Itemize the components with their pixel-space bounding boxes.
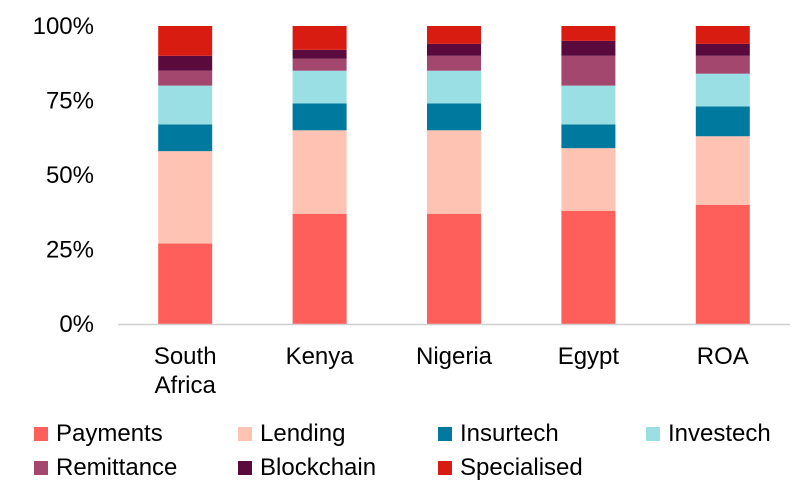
bar-segment-lending	[427, 130, 481, 214]
bar-segment-blockchain	[695, 43, 750, 56]
bar-segment-remittance	[292, 58, 347, 71]
legend-swatch	[438, 427, 452, 441]
bar-segment-lending	[158, 151, 213, 244]
x-axis-ticks: South Africa Kenya Nigeria Egypt ROA	[154, 343, 749, 399]
legend-label: Investech	[668, 420, 771, 447]
bar-segment-blockchain	[427, 43, 481, 56]
bar-segment-remittance	[158, 70, 213, 86]
legend-swatch	[238, 427, 252, 441]
legend-item-remittance: Remittance	[34, 454, 177, 482]
bar-segment-payments	[158, 243, 213, 324]
bar-segment-remittance	[561, 55, 616, 86]
legend-item-lending: Lending	[238, 420, 345, 448]
bar-segment-payments	[561, 210, 616, 324]
legend-label: Blockchain	[260, 454, 377, 481]
bar-stack-roa	[695, 26, 750, 324]
bar-segment-insurtech	[292, 103, 347, 131]
bar-segment-lending	[292, 130, 347, 214]
bar-segment-payments	[427, 213, 481, 324]
bar-segment-remittance	[695, 55, 750, 74]
bar-segment-lending	[695, 136, 750, 205]
legend-label: Insurtech	[460, 420, 559, 447]
bar-segment-investech	[292, 70, 347, 104]
bar-segment-blockchain	[292, 49, 347, 59]
bar-segment-insurtech	[427, 103, 481, 131]
bar-segment-payments	[695, 204, 750, 324]
legend-item-insurtech: Insurtech	[438, 420, 559, 448]
bar-segment-insurtech	[695, 106, 750, 137]
bar-segment-insurtech	[158, 124, 213, 152]
legend-item-blockchain: Blockchain	[238, 454, 376, 482]
legend-label: Specialised	[460, 454, 583, 481]
bar-segment-specialised	[292, 26, 347, 50]
legend-swatch	[438, 461, 452, 475]
bar-segment-investech	[158, 85, 213, 125]
legend-item-investech: Investech	[646, 420, 771, 448]
legend-swatch	[646, 427, 660, 441]
bar-segment-investech	[561, 85, 616, 125]
x-tick-label: Kenya	[286, 343, 355, 370]
bar-segment-specialised	[427, 26, 481, 44]
bar-segment-specialised	[695, 26, 750, 44]
y-tick-label: 100%	[33, 13, 94, 40]
legend-item-specialised: Specialised	[438, 454, 583, 482]
bar-segment-specialised	[158, 26, 213, 56]
bar-segment-lending	[561, 148, 616, 211]
x-tick-label: ROA	[697, 343, 749, 370]
y-tick-label: 25%	[46, 237, 94, 264]
legend-label: Payments	[56, 420, 163, 447]
bar-stack-south-africa	[158, 26, 213, 324]
stacked-bar-chart: 0% 25% 50% 75% 100% South Africa Kenya Nigeria E…	[33, 13, 790, 399]
y-axis-ticks: 0% 25% 50% 75% 100%	[33, 13, 94, 338]
bar-segment-remittance	[427, 55, 481, 71]
bar-stack-nigeria	[427, 26, 481, 324]
y-tick-label: 0%	[59, 311, 94, 338]
bar-segment-blockchain	[158, 55, 213, 71]
x-tick-label: South Africa	[154, 343, 217, 399]
x-tick-label: Nigeria	[416, 343, 493, 370]
legend-item-payments: Payments	[34, 420, 163, 448]
bar-stack-egypt	[561, 26, 616, 324]
chart-legend: Payments Lending Insurtech Investech Remitta…	[0, 414, 800, 494]
bar-segment-investech	[695, 73, 750, 107]
y-tick-label: 50%	[46, 162, 94, 189]
legend-swatch	[238, 461, 252, 475]
bar-segment-payments	[292, 213, 347, 324]
legend-label: Lending	[260, 420, 346, 447]
bar-segment-specialised	[561, 26, 616, 41]
legend-swatch	[34, 427, 48, 441]
bar-stack-kenya	[292, 26, 347, 324]
bar-segment-blockchain	[561, 40, 616, 56]
bar-stacks	[158, 26, 750, 324]
bar-segment-insurtech	[561, 124, 616, 149]
x-tick-label: Egypt	[558, 343, 620, 370]
y-tick-label: 75%	[46, 88, 94, 115]
legend-swatch	[34, 461, 48, 475]
bar-segment-investech	[427, 70, 481, 104]
legend-label: Remittance	[56, 454, 178, 481]
